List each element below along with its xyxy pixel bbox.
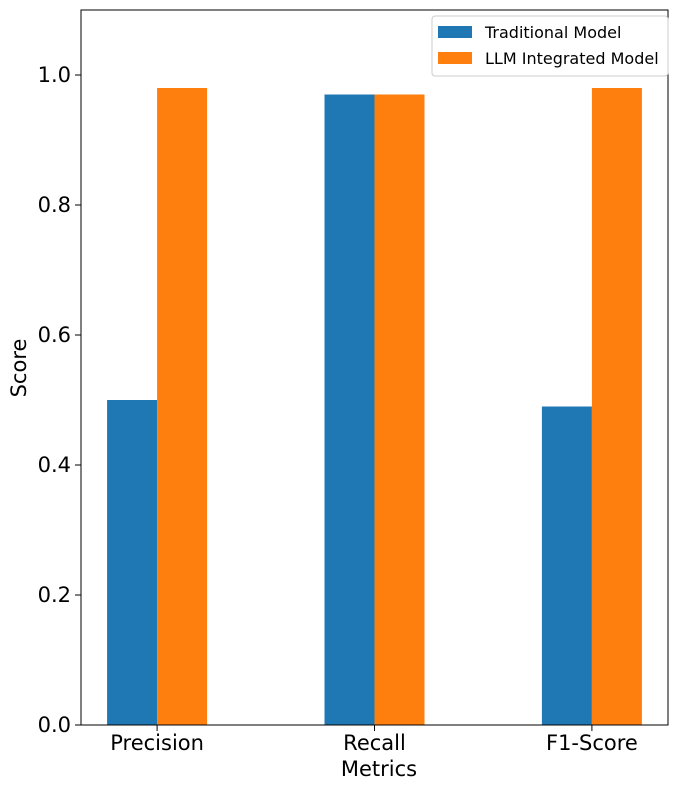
y-tick-label: 0.6	[38, 323, 71, 347]
x-tick-label-recall: Recall	[343, 731, 406, 755]
legend-label-llm-integrated-model: LLM Integrated Model	[485, 49, 659, 68]
x-tick-label-f1-score: F1-Score	[546, 731, 638, 755]
legend-swatch-llm-integrated-model	[438, 52, 472, 64]
x-axis-label: Metrics	[341, 757, 417, 781]
y-tick-label: 0.8	[38, 193, 71, 217]
bar-llm-integrated-model-f1-score	[591, 88, 642, 725]
bar-llm-integrated-model-precision	[157, 88, 208, 725]
y-axis-label: Score	[7, 339, 31, 398]
bar-llm-integrated-model-recall	[374, 94, 425, 725]
bar-traditional-model-recall	[324, 94, 375, 725]
bar-traditional-model-f1-score	[541, 406, 592, 725]
legend-swatch-traditional-model	[438, 26, 472, 38]
x-tick-label-precision: Precision	[110, 731, 204, 755]
bar-traditional-model-precision	[107, 400, 158, 725]
y-tick-label: 0.4	[38, 453, 71, 477]
y-tick-label: 0.0	[38, 713, 71, 737]
y-tick-label: 1.0	[38, 63, 71, 87]
x-axis: Precision Recall F1-Score	[110, 725, 638, 755]
legend-box	[431, 15, 669, 77]
y-axis: 0.0 0.2 0.4 0.6 0.8 1.0	[38, 63, 81, 737]
bars-layer	[107, 88, 642, 725]
legend: Traditional Model LLM Integrated Model	[431, 15, 669, 77]
y-tick-label: 0.2	[38, 583, 71, 607]
legend-label-traditional-model: Traditional Model	[484, 23, 621, 42]
